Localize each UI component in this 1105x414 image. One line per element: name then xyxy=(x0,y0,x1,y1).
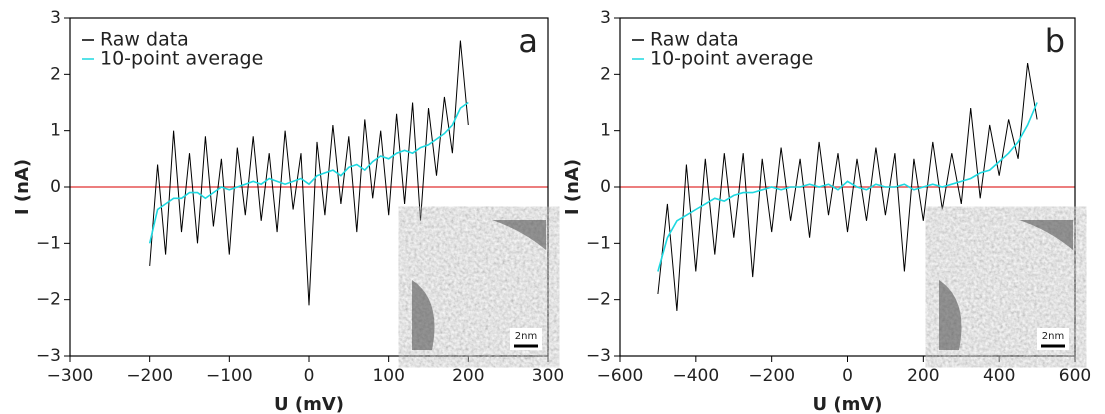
x-tick-label: −600 xyxy=(597,366,644,386)
x-tick-label: −200 xyxy=(126,366,173,386)
x-tick-label: 600 xyxy=(1059,366,1091,386)
x-tick-label: 300 xyxy=(532,366,564,386)
panel-label: a xyxy=(518,22,538,60)
scale-label: 2nm xyxy=(515,331,537,342)
y-tick-label: −2 xyxy=(586,290,611,310)
series-line xyxy=(148,101,469,244)
x-tick-label: −300 xyxy=(47,366,94,386)
y-tick-label: 2 xyxy=(600,64,611,84)
y-tick-label: −2 xyxy=(36,290,61,310)
x-axis-label: U (mV) xyxy=(812,394,882,414)
x-tick-label: −400 xyxy=(672,366,719,386)
panel: −300 −200 −100 0 100 200 300 −3 −2 −1 0 1 2 3 Raw data… xyxy=(12,8,564,414)
series-line xyxy=(657,102,1038,272)
y-tick-label: 2 xyxy=(50,64,61,84)
x-tick-label: 200 xyxy=(907,366,939,386)
y-tick-label: 0 xyxy=(50,177,61,197)
y-axis-label: I (nA) xyxy=(562,159,583,215)
legend-label: 10-point average xyxy=(650,48,813,70)
y-axis-label: I (nA) xyxy=(12,159,33,215)
inset-feature xyxy=(939,220,1073,350)
x-tick-label: −100 xyxy=(206,366,253,386)
x-tick-label: 200 xyxy=(452,366,484,386)
x-tick-label: 0 xyxy=(304,366,315,386)
y-tick-label: 1 xyxy=(600,121,611,141)
y-tick-label: −3 xyxy=(36,346,61,366)
panel: −600 −400 −200 0 200 400 600 −3 −2 −1 0 1 2 3 Raw data… xyxy=(562,8,1091,414)
axes-frame xyxy=(619,17,1076,357)
inset-feature xyxy=(412,220,546,350)
y-tick-label: 0 xyxy=(600,177,611,197)
y-tick-label: −1 xyxy=(586,233,611,253)
x-tick-label: −200 xyxy=(748,366,795,386)
x-tick-label: 100 xyxy=(372,366,404,386)
legend-label: Raw data xyxy=(100,29,189,51)
plot-area xyxy=(620,63,1075,311)
y-tick-label: 1 xyxy=(50,121,61,141)
series-line xyxy=(657,63,1038,311)
x-tick-label: 400 xyxy=(983,366,1015,386)
panel-label: b xyxy=(1045,22,1065,60)
axes-frame xyxy=(69,17,549,357)
y-tick-label: −1 xyxy=(36,233,61,253)
scale-label: 2nm xyxy=(1042,331,1064,342)
series-line xyxy=(149,40,469,306)
x-axis-label: U (mV) xyxy=(274,394,344,414)
y-tick-label: 3 xyxy=(50,8,61,28)
legend-label: Raw data xyxy=(650,29,739,51)
y-tick-label: 3 xyxy=(600,8,611,28)
plot-area xyxy=(70,40,548,306)
y-tick-label: −3 xyxy=(586,346,611,366)
x-tick-label: 0 xyxy=(842,366,853,386)
legend-label: 10-point average xyxy=(100,48,263,70)
